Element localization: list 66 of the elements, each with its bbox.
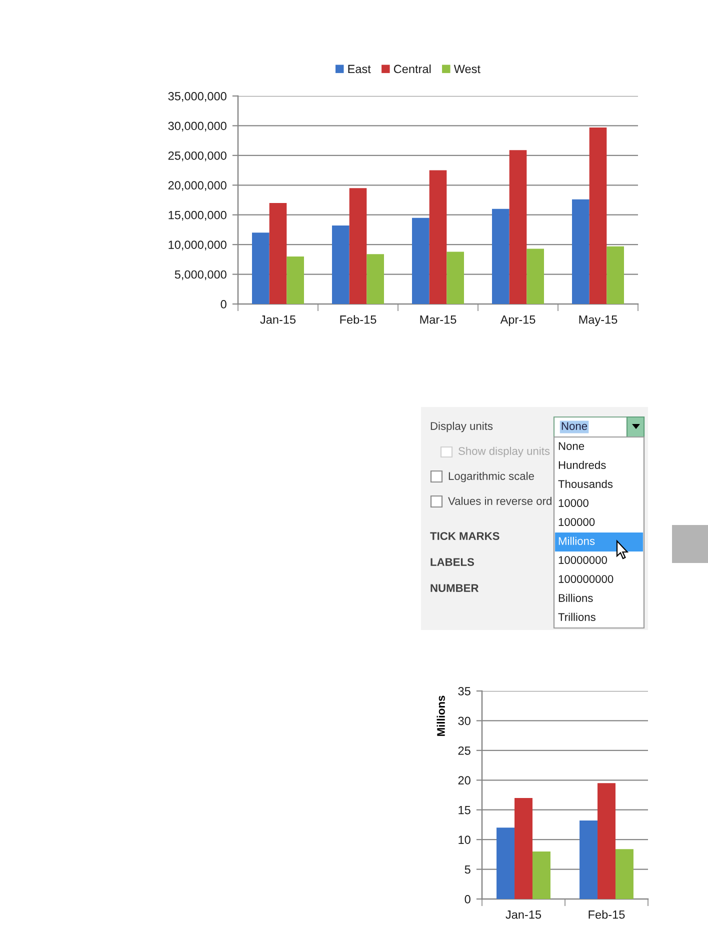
bar <box>412 218 430 304</box>
bar <box>606 246 624 304</box>
x-tick-label: Apr-15 <box>500 316 536 326</box>
y-tick-label: 0 <box>220 300 226 308</box>
category-label: 10000000 <box>558 556 607 564</box>
text: TICK MARKS <box>430 532 500 540</box>
y-tick-label: 25,000,000 <box>168 151 226 162</box>
bar <box>332 226 350 304</box>
bar <box>286 256 304 304</box>
legend-label: West <box>454 64 480 74</box>
y-tick-label: 35,000,000 <box>168 92 226 102</box>
text: None <box>562 422 588 430</box>
x-tick-label: Mar-15 <box>420 316 456 324</box>
bar <box>572 199 590 304</box>
y-tick-label: 20 <box>458 776 470 785</box>
text: Show display units <box>458 446 550 458</box>
legend-label: East <box>348 64 371 74</box>
x-tick-label: Jan-15 <box>506 910 542 919</box>
bar <box>429 170 447 304</box>
x-tick-label: Feb-15 <box>588 910 625 919</box>
x-tick-label: Jan-15 <box>260 316 296 324</box>
bar <box>598 783 616 899</box>
y-tick-label: 35 <box>458 687 470 696</box>
y-tick-label: 30,000,000 <box>168 122 226 132</box>
category-label: Trillions <box>558 612 596 621</box>
bar <box>509 150 527 304</box>
y-axis-title: Millions <box>436 696 445 736</box>
y-tick-label: 20,000,000 <box>168 181 226 191</box>
category-label: Millions <box>558 536 595 545</box>
category-label: Billions <box>558 594 593 602</box>
y-tick-label: 10,000,000 <box>168 240 226 250</box>
bar <box>580 820 598 899</box>
bar <box>366 254 384 304</box>
bar <box>252 232 270 304</box>
y-tick-label: 25 <box>458 746 470 755</box>
bar <box>615 849 634 899</box>
bar <box>496 828 515 899</box>
category-label: Thousands <box>558 480 613 488</box>
category-label: Hundreds <box>558 460 606 469</box>
bar <box>446 252 464 304</box>
x-tick-label: May-15 <box>579 316 618 326</box>
y-tick-label: 15,000,000 <box>168 210 226 221</box>
category-label: 10000 <box>558 499 588 507</box>
y-tick-label: 30 <box>458 716 470 726</box>
x-tick-label: Feb-15 <box>340 315 376 324</box>
y-tick-label: 0 <box>464 895 470 904</box>
bar <box>526 248 544 304</box>
legend-label: Central <box>394 64 431 74</box>
text: Logarithmic scale <box>448 472 534 482</box>
text: Values in reverse ord <box>448 496 552 505</box>
category-label: 100000 <box>558 518 595 526</box>
bar <box>532 851 550 899</box>
category-label: 100000000 <box>558 575 614 583</box>
bar <box>589 127 607 304</box>
category-label: None <box>558 442 584 450</box>
text: NUMBER <box>430 584 479 592</box>
text: LABELS <box>430 558 474 566</box>
bar <box>514 798 532 899</box>
bar <box>269 202 287 304</box>
y-tick-label: 10 <box>458 836 470 844</box>
y-tick-label: 15 <box>458 806 470 814</box>
bar <box>349 188 367 304</box>
y-tick-label: 5 <box>464 865 470 874</box>
text: Display units <box>430 422 493 432</box>
bar <box>492 208 510 304</box>
y-tick-label: 5,000,000 <box>174 270 226 280</box>
